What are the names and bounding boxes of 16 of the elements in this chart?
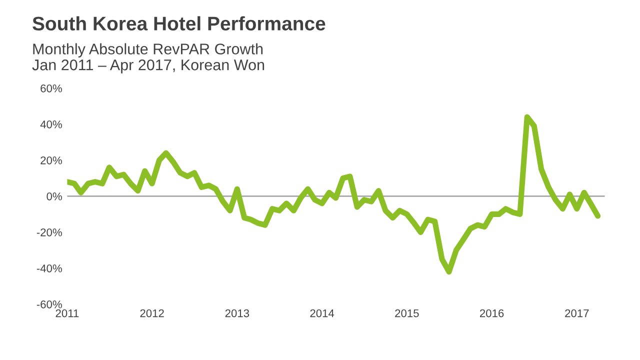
y-tick-label: 0% [46, 192, 62, 200]
y-tick-label: -40% [36, 264, 62, 272]
y-tick-label: 20% [40, 156, 62, 164]
x-tick-label: 2017 [565, 309, 589, 318]
y-tick-label: 40% [40, 120, 62, 128]
x-tick-label: 2013 [225, 309, 250, 318]
y-tick-label: -20% [36, 228, 62, 236]
x-tick-label: 2016 [480, 309, 504, 318]
x-tick-label: 2015 [395, 309, 419, 318]
chart-title: South Korea Hotel Performance [32, 16, 326, 30]
x-tick-label: 2011 [56, 309, 79, 318]
x-tick-label: 2014 [310, 309, 334, 318]
y-tick-label: 60% [40, 84, 62, 92]
y-tick-label: -60% [36, 300, 62, 308]
x-tick-label: 2012 [140, 309, 164, 318]
chart-subtitle: Monthly Absolute RevPAR Growth Jan 2011 – Apr 2017, Korean Won [32, 43, 264, 74]
